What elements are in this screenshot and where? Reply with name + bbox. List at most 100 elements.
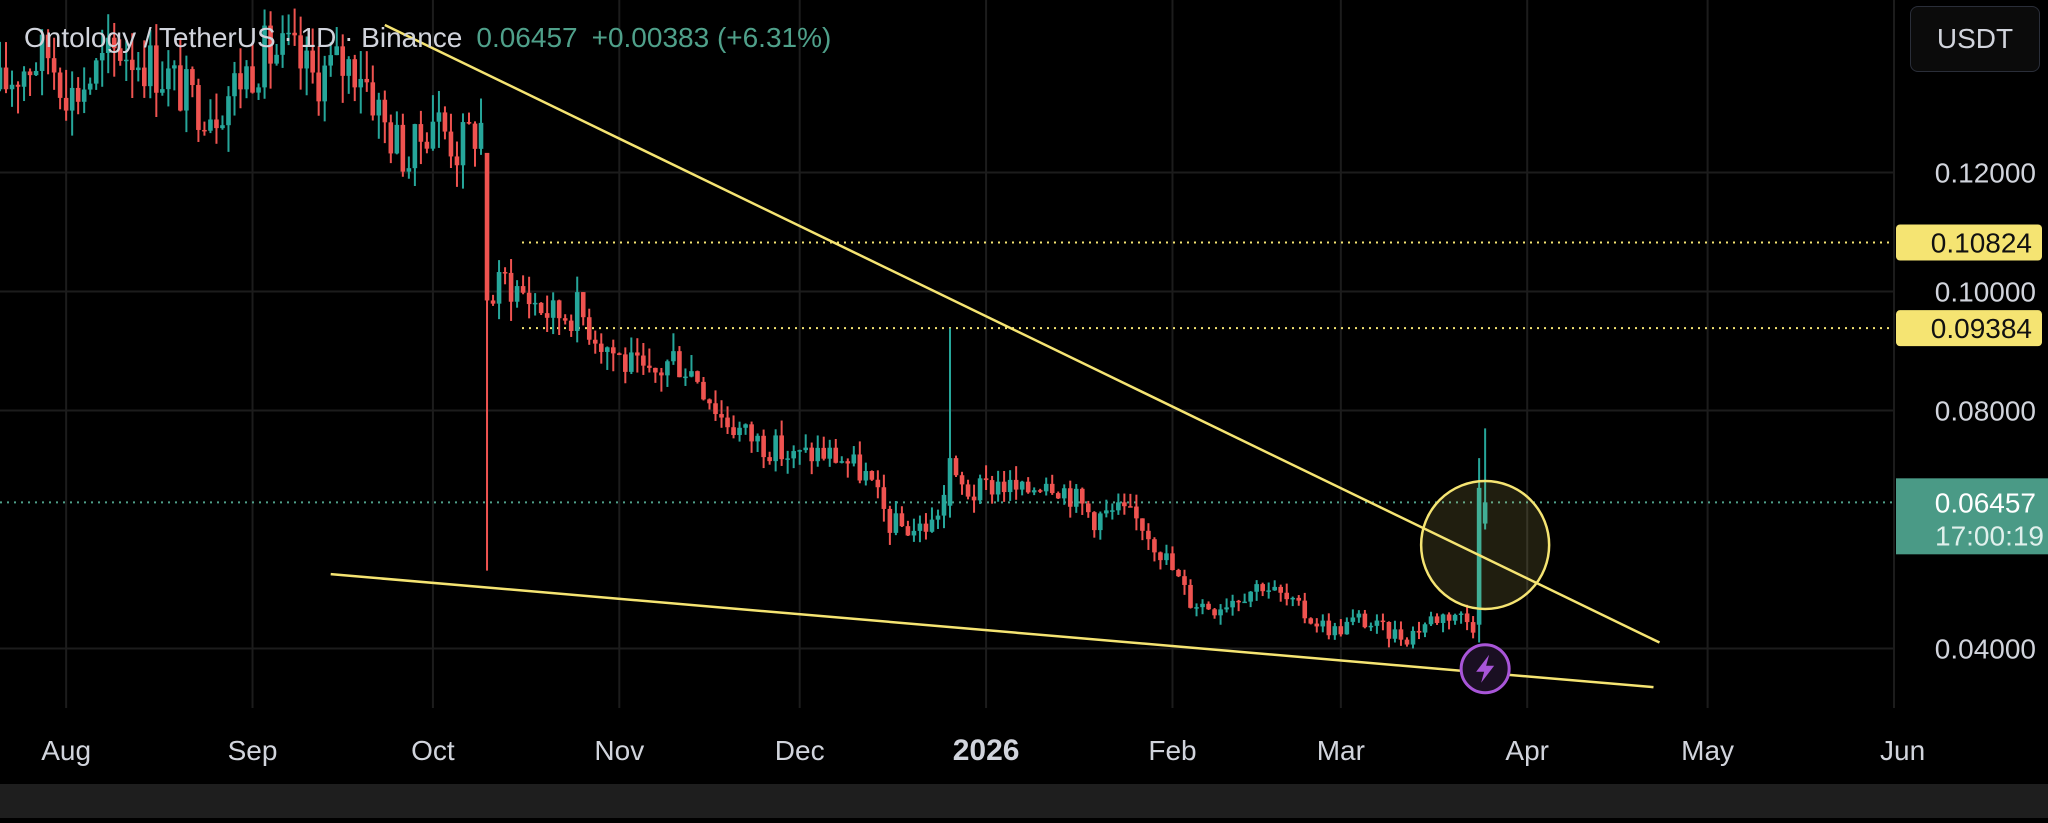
y-tick-1: 0.10000 — [1935, 277, 2036, 308]
candle-body — [93, 60, 99, 84]
candle-body — [382, 99, 388, 123]
candle-2026-02-17 — [1266, 582, 1271, 599]
candle-2026-01-02 — [989, 475, 995, 504]
candle-body — [1344, 621, 1350, 635]
candle-2026-02-05 — [1194, 603, 1199, 617]
candle-body — [911, 530, 917, 536]
candle-2025-11-20 — [731, 415, 736, 439]
candle-2026-01-16 — [1073, 484, 1079, 513]
candle-2025-07-29 — [45, 29, 51, 75]
candle-2026-02-18 — [1272, 580, 1277, 591]
candle-2025-10-09 — [478, 98, 484, 155]
candle-2025-11-27 — [773, 429, 778, 472]
candle-2026-02-25 — [1314, 618, 1320, 633]
candle-body — [809, 447, 815, 462]
candle-body — [105, 37, 111, 53]
candle-2025-12-17 — [893, 500, 899, 536]
last-price-value: 0.06457 — [476, 22, 578, 53]
candle-body — [262, 25, 267, 88]
candle-body — [1116, 502, 1121, 511]
candle-body — [1356, 613, 1362, 618]
candle-2025-12-07 — [833, 438, 839, 464]
candle-body — [286, 32, 291, 35]
candle-body — [502, 272, 508, 274]
candle-2025-10-26 — [580, 292, 586, 326]
candle-2025-08-12 — [129, 33, 135, 98]
candle-2025-10-25 — [574, 276, 580, 343]
symbol-title[interactable]: Ontology / TetherUS · 1D · Binance — [24, 22, 463, 53]
currency-button[interactable]: USDT — [1910, 6, 2040, 72]
candle-body — [773, 435, 778, 462]
candle-body — [1134, 506, 1139, 519]
candle-body — [592, 339, 598, 344]
candle-body — [1248, 591, 1253, 602]
candle-2025-08-17 — [160, 61, 165, 96]
candle-body — [448, 131, 454, 157]
candle-2026-01-09 — [1031, 487, 1037, 496]
candle-body — [63, 97, 69, 111]
time-axis: Aug Sep Oct Nov Dec 2026 Feb Mar Apr May Jun — [41, 734, 1925, 767]
x-tick-1: Sep — [228, 735, 278, 766]
candle-body — [929, 519, 935, 532]
candle-2026-02-07 — [1206, 601, 1211, 611]
candle-2026-03-02 — [1344, 617, 1350, 635]
candle-2025-08-16 — [154, 24, 159, 117]
candle-body — [184, 69, 189, 111]
candle-body — [707, 399, 712, 404]
candle-body — [1152, 539, 1157, 553]
candle-2025-09-05 — [274, 43, 279, 66]
candle-2025-10-29 — [598, 333, 604, 364]
candle-body — [1128, 506, 1133, 508]
candle-2025-09-15 — [334, 27, 340, 56]
candle-2026-01-06 — [1013, 466, 1019, 500]
candle-body — [586, 317, 592, 340]
level-label-1: 0.09384 — [1931, 313, 2032, 344]
candle-2026-02-21 — [1290, 596, 1296, 607]
candle-2025-12-19 — [905, 520, 911, 536]
candle-2025-09-10 — [304, 36, 309, 96]
candle-body — [466, 122, 472, 124]
candle-2026-03-08 — [1380, 613, 1386, 631]
candle-2025-11-28 — [779, 420, 784, 466]
candle-body — [166, 68, 171, 90]
candle-2025-11-21 — [737, 421, 742, 442]
symbol-header[interactable]: Ontology / TetherUS · 1D · Binance 0.0645… — [24, 22, 831, 54]
y-tick-0: 0.12000 — [1935, 158, 2036, 189]
candle-2026-01-26 — [1134, 494, 1139, 531]
candle-2025-12-14 — [875, 470, 881, 499]
candle-body — [15, 84, 21, 87]
candle-body — [1122, 502, 1127, 507]
candle-body — [33, 70, 39, 76]
candle-2025-11-05 — [641, 343, 646, 375]
candle-2026-01-01 — [983, 465, 989, 490]
candle-body — [352, 59, 358, 88]
candle-body — [683, 376, 688, 379]
candle-body — [899, 513, 905, 527]
candle-2026-03-14 — [1416, 621, 1422, 640]
candle-body — [995, 481, 1001, 495]
candle-body — [857, 454, 863, 481]
last-price-tag: 0.06457 — [1935, 487, 2036, 518]
candle-2025-12-20 — [911, 518, 917, 542]
candle-body — [490, 300, 496, 304]
candle-body — [1326, 620, 1332, 636]
candle-2026-01-11 — [1043, 477, 1049, 496]
candle-body — [292, 32, 297, 36]
candle-2025-09-25 — [394, 111, 400, 155]
candle-body — [701, 381, 706, 400]
candle-body — [1482, 502, 1488, 524]
candle-2025-08-04 — [81, 67, 87, 114]
candle-2025-11-23 — [749, 421, 754, 453]
candle-body — [617, 353, 622, 355]
candle-2025-12-04 — [815, 435, 821, 467]
candle-body — [550, 300, 556, 318]
candle-2025-12-10 — [851, 446, 857, 467]
candle-body — [767, 457, 772, 462]
candle-2025-12-05 — [821, 436, 827, 461]
candle-2026-02-01 — [1170, 546, 1175, 571]
candle-body — [610, 347, 616, 354]
candle-2025-10-07 — [466, 112, 472, 125]
candle-body — [574, 292, 580, 331]
